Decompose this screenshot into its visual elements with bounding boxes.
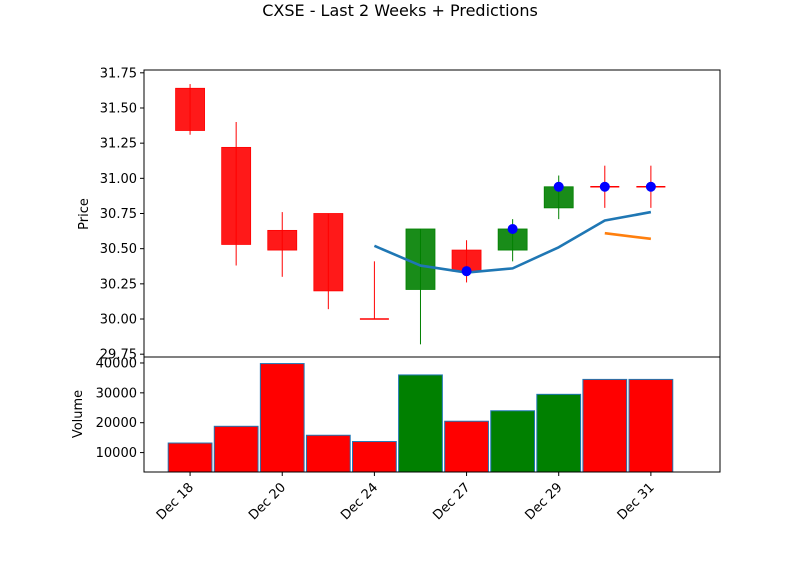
volume-bar-4 (305, 434, 351, 473)
candle-body-3 (267, 229, 298, 251)
price-marker-5 (645, 181, 656, 192)
candle-body-4 (313, 213, 344, 292)
volume-bar-9 (536, 393, 582, 473)
x-tick-label: Dec 24 (338, 480, 381, 523)
x-tick-label: Dec 29 (523, 480, 566, 523)
price-series-line-2 (604, 231, 652, 241)
volume-bar-5 (352, 441, 397, 473)
price-ytick-label: 31.75 (100, 66, 137, 81)
volume-bar-7 (444, 420, 489, 473)
price-series-line-1 (373, 210, 652, 274)
volume-ytick-label: 40000 (96, 356, 137, 371)
price-marker-3 (553, 181, 564, 192)
volume-bar-6 (398, 374, 443, 473)
x-tick-label: Dec 18 (154, 480, 197, 523)
price-ytick-label: 30.50 (100, 242, 137, 257)
price-ytick-label: 31.25 (100, 137, 137, 152)
volume-bar-8 (490, 410, 536, 473)
volume-axes-frame (143, 356, 721, 473)
volume-bar-10 (582, 378, 628, 473)
price-marker-1 (461, 266, 472, 277)
price-ytick-label: 31.00 (100, 172, 137, 187)
x-tick-label: Dec 27 (430, 480, 473, 523)
volume-ytick-label: 30000 (96, 386, 137, 401)
candle-body-2 (221, 146, 252, 245)
x-axis: Dec 18 Dec 20 Dec 24 Dec 27 Dec 29 Dec 31 (154, 472, 658, 523)
price-axis-label: Price (77, 198, 92, 230)
candle-body-1 (175, 87, 205, 131)
price-marker-2 (507, 223, 518, 234)
volume-bar-2 (213, 425, 259, 473)
price-ytick-label: 30.00 (100, 313, 137, 328)
price-ytick-label: 30.25 (100, 277, 137, 292)
price-marker-4 (599, 181, 610, 192)
volume-bar-1 (167, 442, 213, 473)
chart-title: CXSE - Last 2 Weeks + Predictions (262, 1, 538, 20)
price-ytick-label: 31.50 (100, 101, 137, 116)
volume-bar-3 (259, 363, 305, 473)
price-ytick-label: 29.75 (100, 348, 137, 363)
x-tick-label: Dec 31 (615, 480, 658, 523)
candle-body-6 (405, 228, 436, 290)
price-panel: 29.75 30.00 30.25 30.50 30.75 31.00 31.25 31.50… (100, 66, 721, 363)
volume-ytick-label: 10000 (96, 446, 137, 461)
x-tick-label: Dec 20 (246, 480, 289, 523)
volume-axis-label: Volume (71, 390, 86, 438)
volume-bar-11 (628, 378, 674, 473)
price-ytick-label: 30.75 (100, 207, 137, 222)
volume-panel: 10000 20000 30000 40000 (96, 356, 721, 473)
volume-ytick-label: 20000 (96, 416, 137, 431)
